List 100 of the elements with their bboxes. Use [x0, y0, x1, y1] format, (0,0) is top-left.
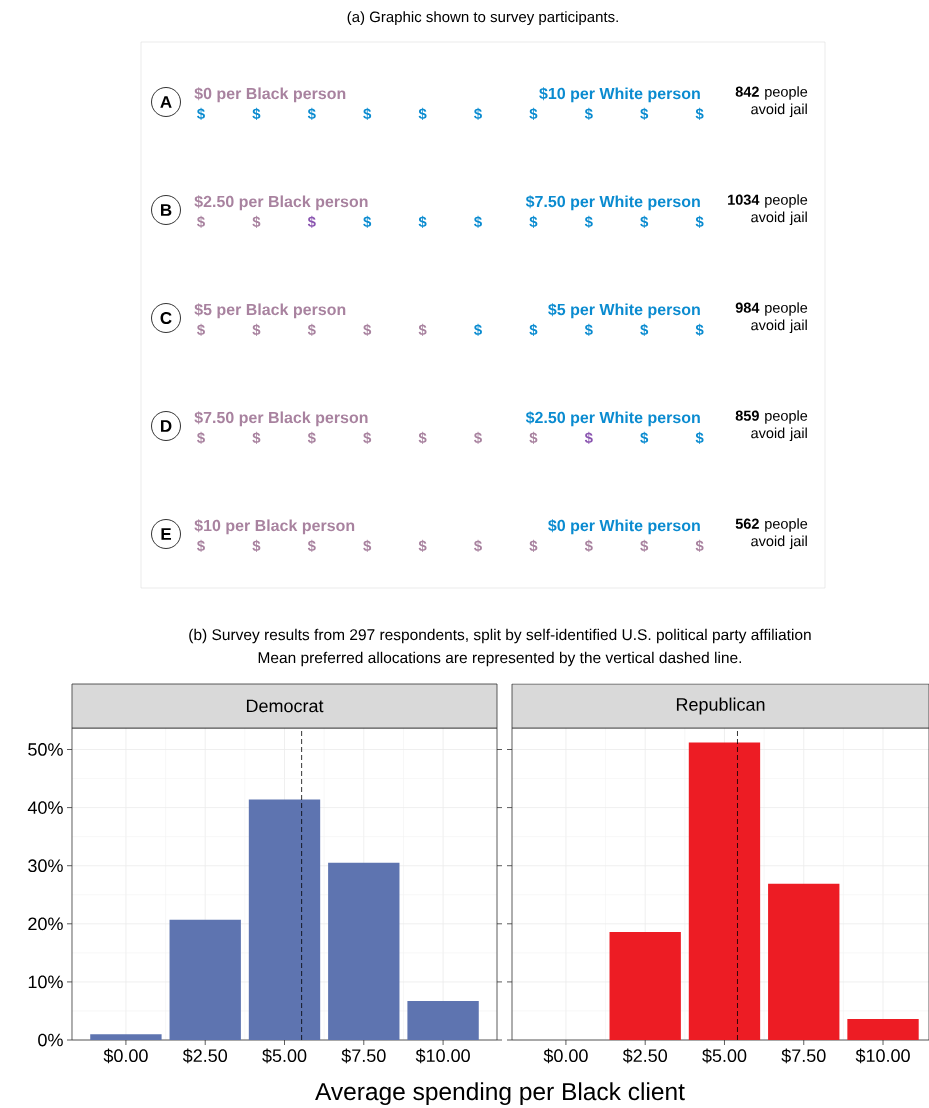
category-label: A [160, 96, 172, 108]
text: 842 people avoid jail [735, 86, 808, 118]
chart-title: Republican [676, 697, 765, 715]
chart-title: Democrat [246, 699, 324, 713]
bar [768, 883, 840, 1041]
text: $ [252, 215, 261, 229]
category-label: D [161, 420, 172, 432]
bar [328, 862, 400, 1041]
text: $ [363, 215, 372, 229]
text: $ [584, 323, 593, 337]
x-tick-label: $10.00 [415, 1048, 470, 1064]
text: $ [363, 107, 372, 121]
text: $ [252, 323, 261, 337]
text: $ [695, 539, 704, 553]
text: $ [197, 323, 205, 337]
category-label: B [161, 204, 172, 216]
text: $ [307, 215, 316, 229]
category-label: E [161, 528, 172, 540]
text: $ [474, 323, 482, 337]
text: 562 people avoid jail [735, 518, 808, 550]
x-tick-label: $10.00 [855, 1048, 910, 1064]
data-label: $2.50 per White person [525, 411, 700, 427]
text: $ [363, 323, 372, 337]
bar [688, 742, 761, 1041]
text: $ [474, 107, 482, 121]
text: $ [640, 323, 649, 337]
text: $ [695, 431, 704, 445]
text: $ [640, 539, 649, 553]
y-tick-label: 30% [28, 859, 63, 873]
text: $ [529, 323, 538, 337]
bar [90, 1034, 162, 1041]
text: $ [584, 431, 593, 445]
x-tick-label: $0.00 [103, 1048, 148, 1064]
text: $ [418, 431, 427, 445]
text: $ [529, 215, 538, 229]
text: $ [418, 323, 427, 337]
text: $ [252, 107, 261, 121]
text: $ [640, 215, 649, 229]
text: $ [695, 215, 704, 229]
category-label: C [160, 311, 172, 325]
text: $ [197, 215, 205, 229]
text: $ [307, 539, 316, 553]
text: $ [474, 431, 482, 445]
text: $ [584, 107, 593, 121]
text: $ [474, 539, 482, 553]
y-tick-label: 0% [38, 1033, 63, 1047]
data-label: $10 per Black person [194, 519, 355, 535]
bar [248, 799, 321, 1041]
bar [609, 931, 681, 1041]
text: $ [529, 431, 538, 445]
y-tick-label: 20% [28, 917, 63, 931]
text: $ [307, 107, 316, 121]
text: 984 people avoid jail [735, 302, 808, 334]
text: $ [584, 539, 593, 553]
text: 1034 people avoid jail [728, 194, 808, 226]
text: $ [640, 107, 649, 121]
text: $ [418, 107, 427, 121]
y-tick-label: 50% [28, 743, 63, 756]
y-tick-label: 10% [28, 975, 63, 989]
data-label: $5 per Black person [194, 303, 346, 319]
text: $ [252, 431, 261, 445]
text: $ [363, 539, 372, 553]
data-label: $0 per Black person [194, 87, 346, 103]
text: $ [695, 323, 704, 337]
text: $ [529, 539, 538, 553]
bar [169, 919, 241, 1041]
x-tick-label: $2.50 [182, 1048, 228, 1064]
y-tick-label: 40% [27, 801, 63, 814]
x-axis-title: Average spending per Black client [315, 1082, 685, 1106]
text: $ [695, 107, 704, 121]
x-tick-label: $7.50 [781, 1048, 826, 1064]
data-label: $7.50 per Black person [194, 411, 368, 427]
data-label: $10 per White person [539, 87, 700, 103]
x-tick-label: $2.50 [622, 1048, 668, 1064]
text: $ [197, 431, 205, 445]
bar [407, 1001, 479, 1041]
text: $ [474, 215, 482, 229]
bar [847, 1019, 919, 1041]
text: $ [529, 107, 538, 121]
text: $ [584, 215, 593, 229]
x-tick-label: $5.00 [262, 1048, 307, 1064]
text: $ [307, 323, 316, 337]
x-tick-label: $0.00 [543, 1048, 588, 1064]
data-label: $2.50 per Black person [194, 195, 368, 211]
data-label: $5 per White person [548, 303, 700, 319]
text: $ [307, 431, 316, 445]
text: $ [197, 539, 205, 553]
text: (b) Survey results from 297 respondents, split by self-identified U.S. political party affiliation [189, 628, 811, 644]
text: $ [252, 539, 261, 553]
text: $ [418, 539, 427, 553]
text: (a) Graphic shown to survey participants. [347, 11, 618, 26]
text: $ [418, 215, 427, 229]
data-label: $0 per White person [548, 519, 700, 535]
x-tick-label: $5.00 [702, 1048, 747, 1064]
text: 859 people avoid jail [735, 410, 808, 442]
data-label: $7.50 per White person [525, 195, 700, 211]
x-tick-label: $7.50 [341, 1048, 386, 1064]
text: $ [197, 107, 205, 121]
text: Mean preferred allocations are represented by the vertical dashed line. [258, 651, 742, 667]
text: $ [640, 431, 649, 445]
